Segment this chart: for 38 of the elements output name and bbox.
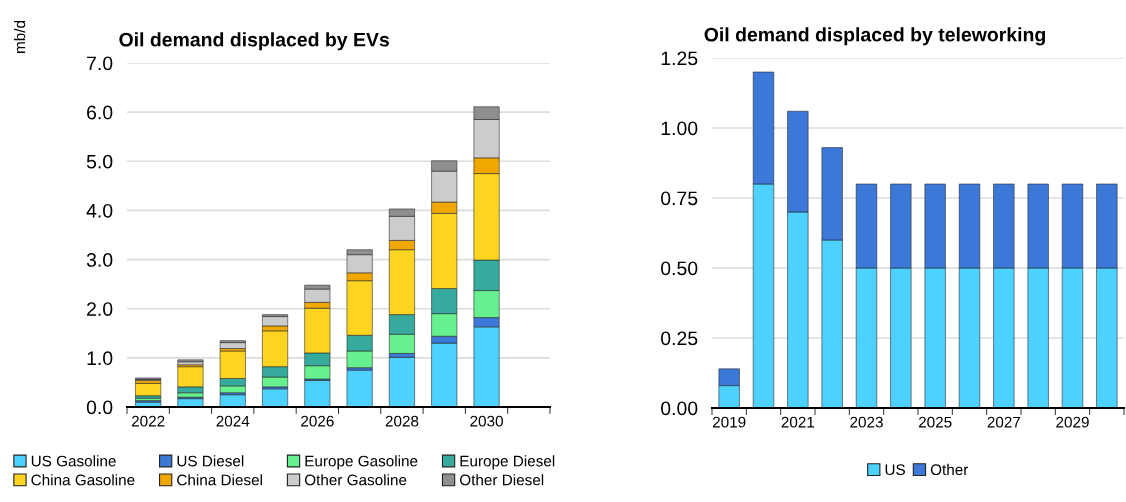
x-tick-label: 2019 bbox=[712, 416, 746, 428]
legend-label: Other Gasoline bbox=[304, 474, 407, 486]
legend-label: China Diesel bbox=[177, 474, 262, 486]
x-tick-label: 2028 bbox=[385, 415, 419, 427]
y-tick-label: 0.00 bbox=[661, 401, 698, 416]
legend-label: Other bbox=[930, 463, 969, 476]
y-tick-label: 0.75 bbox=[661, 191, 698, 206]
y-tick-label: 1.0 bbox=[87, 351, 113, 366]
x-tick-label: 2030 bbox=[470, 415, 503, 427]
legend-label: China Gasoline bbox=[31, 474, 135, 486]
x-tick-label: 2027 bbox=[987, 416, 1021, 428]
y-tick-label: 0.0 bbox=[86, 400, 113, 415]
legend-label: Europe Gasoline bbox=[305, 455, 418, 470]
x-tick-label: 2022 bbox=[131, 415, 165, 427]
legend-label: US Diesel bbox=[177, 455, 244, 467]
y-tick-label: 7.0 bbox=[87, 56, 113, 71]
legend-label: Europe Diesel bbox=[460, 455, 555, 470]
y-tick-label: 1.00 bbox=[661, 121, 698, 136]
y-tick-label: 4.0 bbox=[86, 203, 113, 218]
x-tick-label: 2026 bbox=[301, 415, 334, 427]
legend-label: US bbox=[885, 464, 905, 476]
chart-title: Oil demand displaced by teleworking bbox=[704, 27, 1045, 46]
y-tick-label: 5.0 bbox=[86, 154, 113, 169]
legend-label: Other Diesel bbox=[460, 474, 544, 486]
y-tick-label: 3.0 bbox=[86, 253, 113, 267]
x-tick-label: 2024 bbox=[216, 415, 250, 427]
legend-label: US Gasoline bbox=[31, 455, 116, 467]
y-tick-label: 6.0 bbox=[87, 105, 113, 120]
x-tick-label: 2029 bbox=[1056, 416, 1089, 428]
x-tick-label: 2021 bbox=[781, 416, 815, 428]
y-tick-label: 0.25 bbox=[661, 331, 698, 346]
y-tick-label: 1.25 bbox=[661, 51, 698, 66]
x-tick-label: 2023 bbox=[850, 416, 883, 428]
y-tick-label: 0.50 bbox=[661, 261, 698, 276]
x-tick-label: 2025 bbox=[918, 416, 952, 428]
chart-title: Oil demand displaced by EVs bbox=[119, 32, 389, 51]
y-axis-title: mb/d bbox=[14, 20, 26, 53]
y-tick-label: 2.0 bbox=[87, 302, 113, 316]
